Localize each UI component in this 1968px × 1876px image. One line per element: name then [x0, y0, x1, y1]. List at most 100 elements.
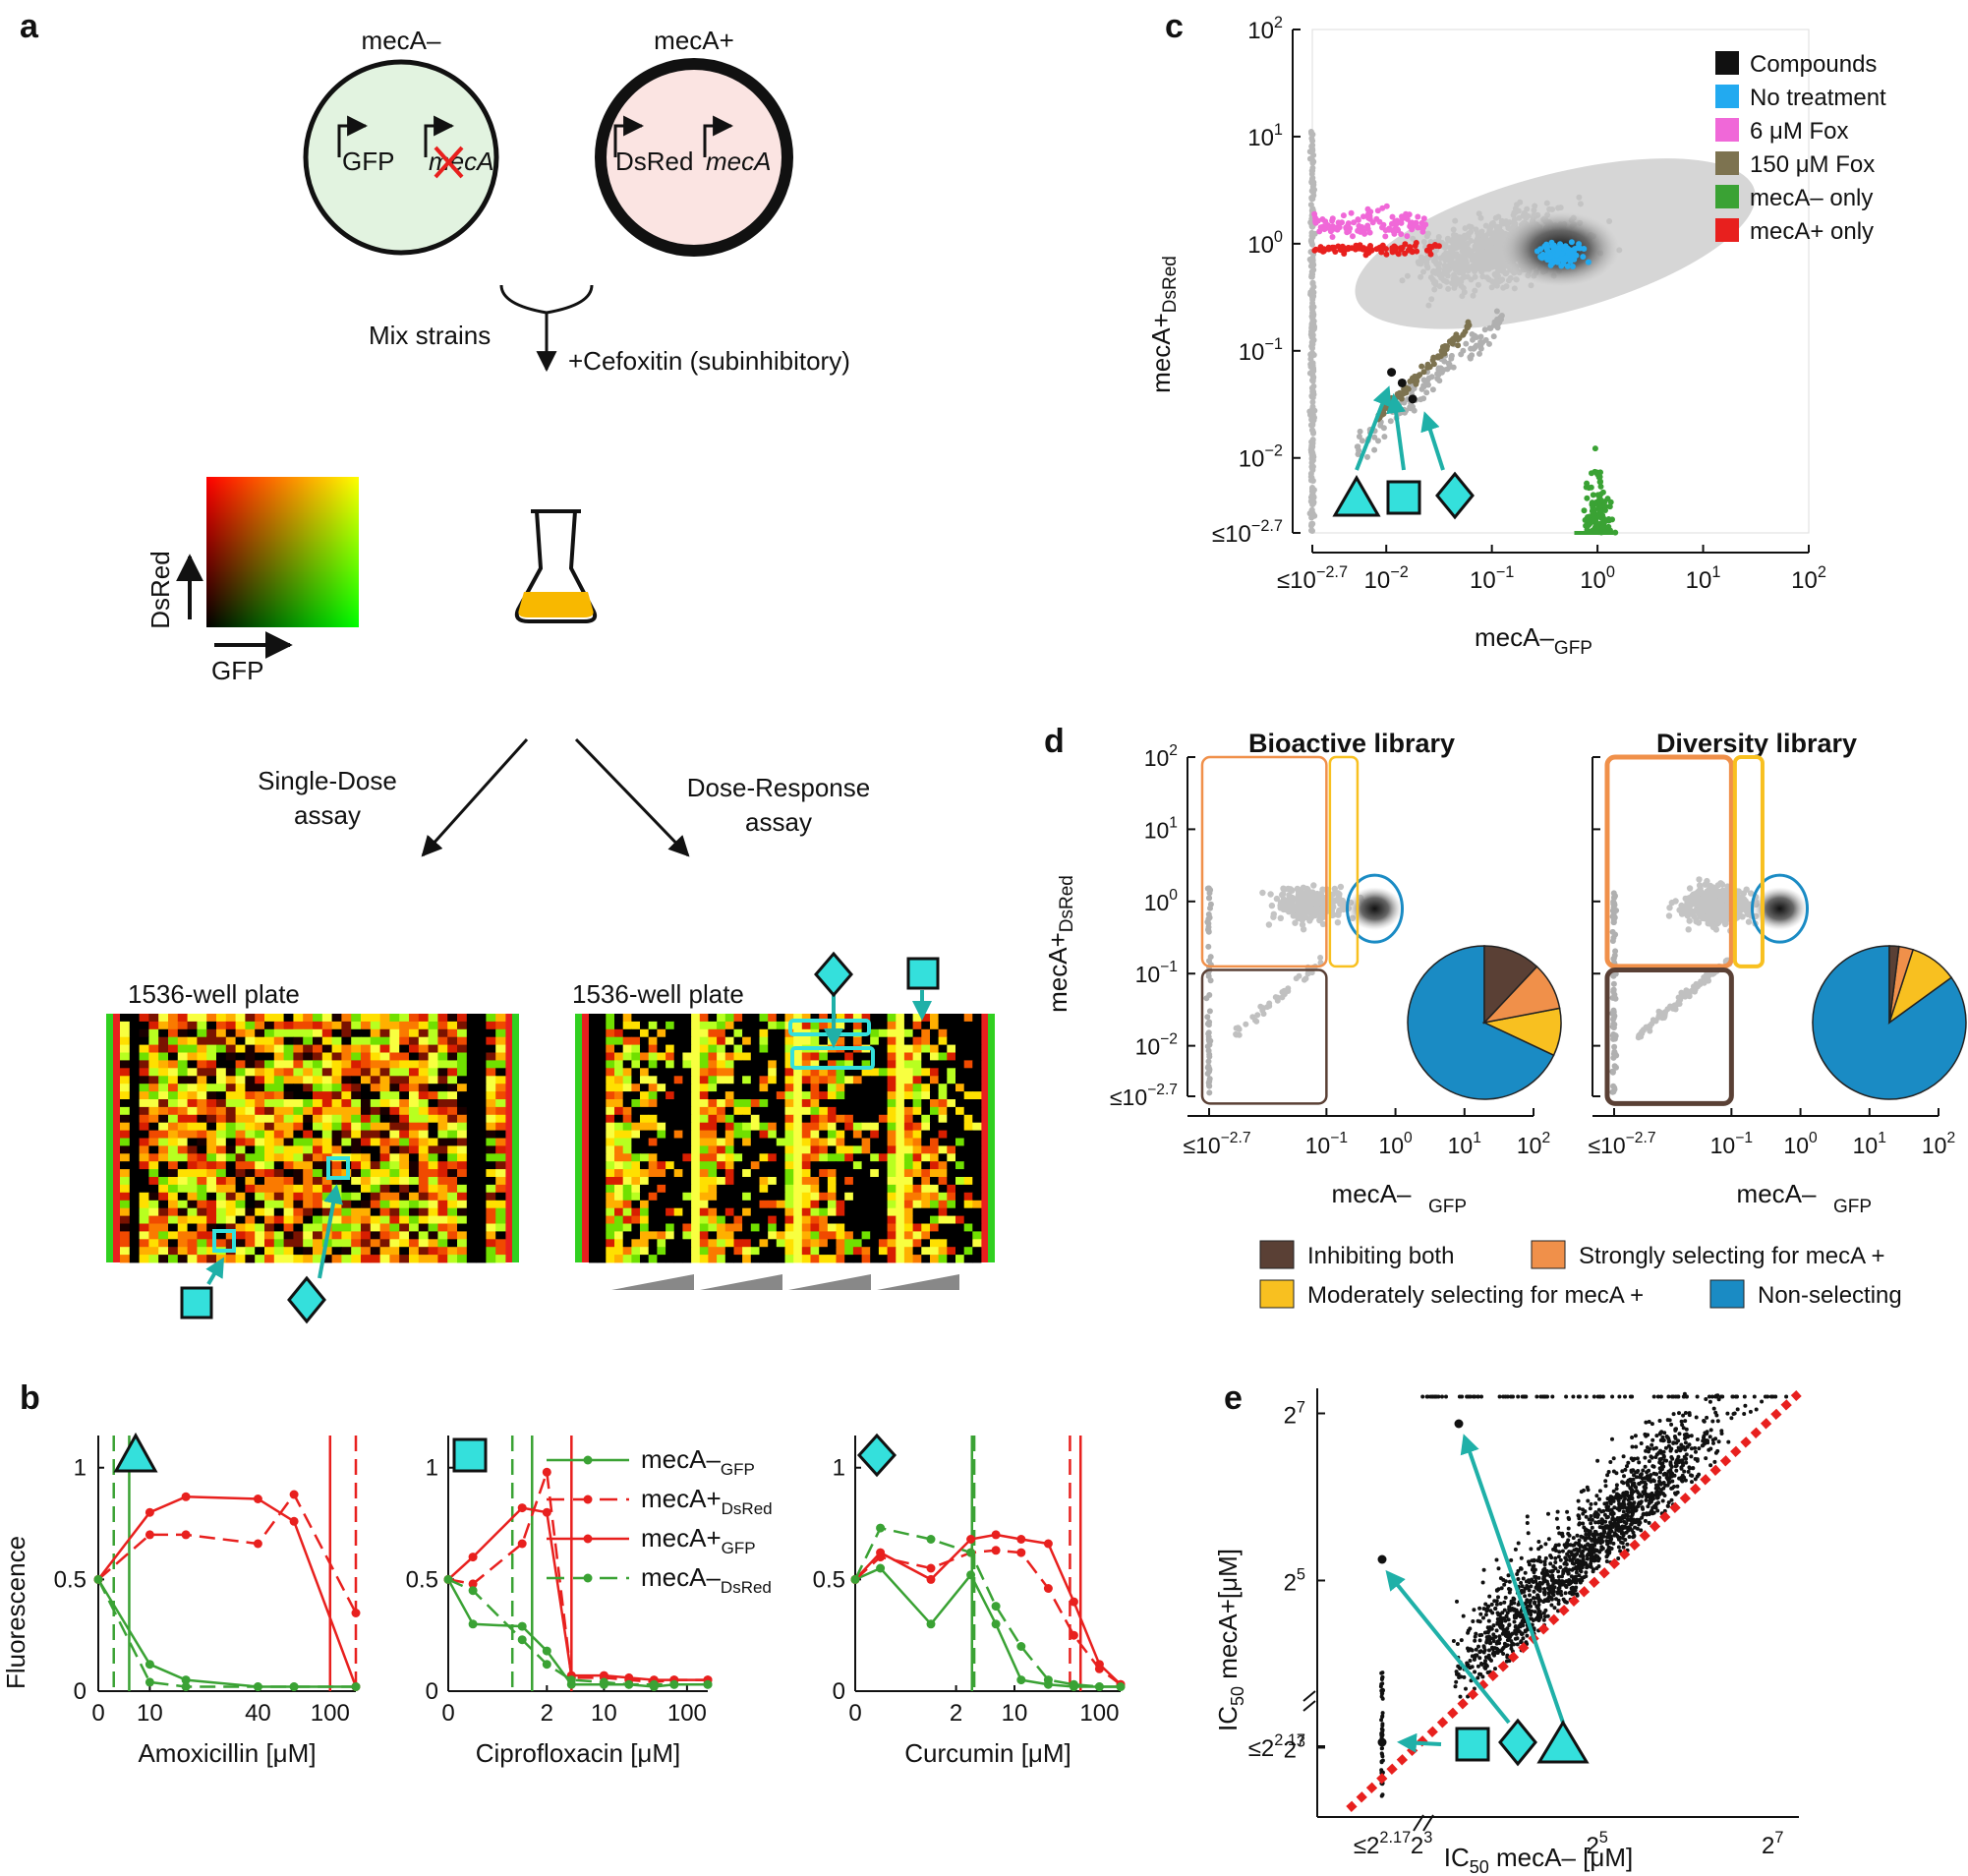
plate-well	[759, 1052, 769, 1061]
plate-well	[733, 1153, 743, 1162]
plate-well	[341, 1223, 352, 1232]
data-point	[1016, 1548, 1026, 1557]
plate-well	[776, 1014, 785, 1023]
plate-well	[708, 1153, 718, 1162]
mecA-plus-only-point	[1413, 240, 1419, 246]
mecA-plus-only-point	[1317, 244, 1324, 251]
plate-well	[691, 1014, 701, 1023]
plate-well	[255, 1177, 265, 1186]
plate-well	[255, 1130, 265, 1139]
compound-point	[1517, 199, 1524, 205]
cefoxitin-label: +Cefoxitin (subinhibitory)	[568, 346, 850, 376]
plate-well	[930, 1231, 940, 1240]
plate-well	[177, 1122, 188, 1131]
plate-well	[844, 1130, 854, 1139]
fox6-point	[1420, 215, 1427, 222]
plate-well	[861, 1091, 871, 1100]
plate-well	[631, 1223, 641, 1232]
plate-well	[379, 1021, 390, 1030]
plate-well	[255, 1114, 265, 1124]
plate-well	[351, 1184, 362, 1194]
plate-well	[370, 1106, 380, 1116]
plate-well	[597, 1044, 607, 1053]
plate-well	[768, 1052, 778, 1061]
plate-well	[972, 1052, 982, 1061]
plate-well	[495, 1068, 506, 1077]
plate-well	[245, 1192, 256, 1202]
plate-well	[370, 1161, 380, 1170]
plate-well	[447, 1068, 458, 1077]
plate-well	[878, 1239, 888, 1248]
plate-well	[724, 1052, 734, 1061]
plate-well	[657, 1215, 666, 1224]
plate-well	[666, 1200, 675, 1209]
compound-point	[1503, 283, 1510, 290]
compound-point	[1493, 308, 1500, 315]
plate-well	[972, 1130, 982, 1139]
plate-well	[912, 1114, 922, 1124]
plate-well	[283, 1223, 294, 1232]
plate-well	[640, 1215, 650, 1224]
plate-well	[759, 1076, 769, 1085]
plate-well	[622, 1200, 632, 1209]
plate-well	[912, 1068, 922, 1077]
plate-well	[733, 1200, 743, 1209]
plate-well	[870, 1084, 880, 1092]
plate-well	[331, 1076, 342, 1085]
plate-well	[225, 1076, 236, 1085]
plate-well	[409, 1138, 420, 1146]
plate-well	[187, 1247, 198, 1256]
plate-well	[597, 1099, 607, 1108]
plate-well	[759, 1099, 769, 1108]
plate-well	[457, 1192, 468, 1202]
plate-well	[447, 1076, 458, 1085]
plate-well	[206, 1161, 217, 1170]
compound-point	[1309, 478, 1316, 484]
fox6-point	[1327, 228, 1334, 235]
plate-well	[903, 1192, 913, 1202]
plate-well	[724, 1207, 734, 1216]
plate-well	[331, 1161, 342, 1170]
plate-well	[466, 1207, 477, 1216]
plate-well	[418, 1207, 429, 1216]
plate-well	[836, 1153, 845, 1162]
mecA-plus-only-point	[1330, 244, 1337, 251]
plate-well	[887, 1177, 897, 1186]
plate-well	[733, 1130, 743, 1139]
plate-well	[682, 1028, 692, 1038]
plate-well	[666, 1060, 675, 1069]
compound-point	[1531, 206, 1537, 213]
legend-label: No treatment	[1750, 85, 1886, 111]
plate-well	[836, 1200, 845, 1209]
plate-well	[447, 1060, 458, 1069]
plate-well	[168, 1060, 179, 1069]
fox6-point	[1355, 216, 1361, 223]
plate-well	[972, 1223, 982, 1232]
plate-well	[912, 1177, 922, 1186]
compound-point	[1447, 253, 1454, 260]
plate-well	[225, 1184, 236, 1194]
plate-well	[903, 1184, 913, 1194]
plate-well	[331, 1145, 342, 1154]
plate-well	[168, 1177, 179, 1186]
plate-well	[293, 1231, 304, 1240]
plate-well	[657, 1177, 666, 1186]
mecA-minus-only-point	[1583, 522, 1590, 529]
plate-well	[963, 1207, 973, 1216]
plate-well	[418, 1014, 429, 1023]
plate-well	[255, 1231, 265, 1240]
plate-well	[887, 1239, 897, 1248]
plate-well	[717, 1231, 726, 1240]
mecA-plus-only-point	[1410, 248, 1416, 255]
legend-dot	[583, 1534, 593, 1544]
plate-well	[589, 1036, 599, 1045]
plate-well	[158, 1138, 169, 1146]
plate-well	[896, 1161, 905, 1170]
plate-well	[589, 1200, 599, 1209]
plate-well	[801, 1036, 811, 1045]
plate-well	[120, 1076, 131, 1085]
plate-well	[495, 1014, 506, 1023]
plate-well	[197, 1192, 207, 1202]
plate-well	[938, 1153, 948, 1162]
plate-well	[370, 1052, 380, 1061]
